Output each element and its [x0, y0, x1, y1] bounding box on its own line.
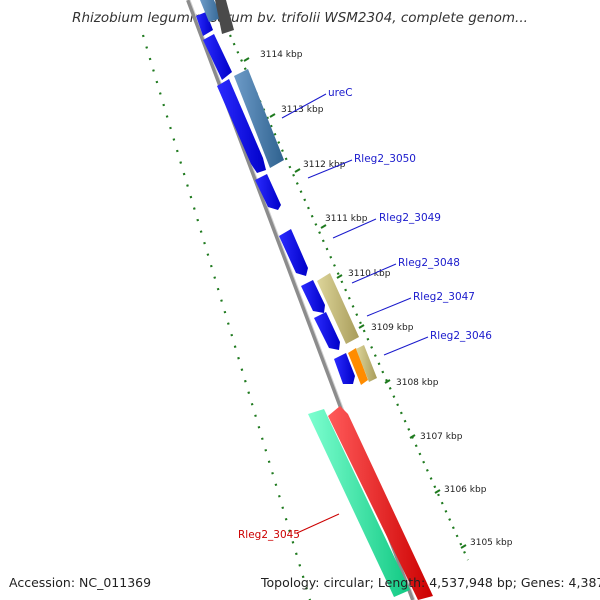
gene-arrow[interactable] — [255, 174, 281, 210]
tick-label: 3113 kbp — [281, 105, 324, 115]
gene-arrow[interactable] — [279, 229, 308, 276]
gene-labels: ureC Rleg2_3050 Rleg2_3049 Rleg2_3048 Rl… — [238, 87, 492, 541]
tick-label: 3108 kbp — [396, 378, 439, 388]
tick-label: 3114 kbp — [260, 50, 303, 60]
gene-arrow[interactable] — [334, 353, 355, 384]
topology-text: Topology: circular; Length: 4,537,948 bp… — [261, 575, 600, 590]
gene-steelblue-top[interactable] — [200, 0, 222, 22]
tick-label: 3109 kbp — [371, 323, 414, 333]
accession-text: Accession: NC_011369 — [9, 575, 152, 590]
gene-label-urec[interactable]: ureC — [328, 87, 353, 99]
tick-label: 3111 kbp — [325, 214, 368, 224]
gene-label-rleg2-3049[interactable]: Rleg2_3049 — [379, 212, 441, 224]
gene-arrow[interactable] — [196, 12, 213, 36]
gene-label-rleg2-3045[interactable]: Rleg2_3045 — [238, 529, 300, 541]
tick-label: 3110 kbp — [348, 269, 391, 279]
gene-label-rleg2-3046[interactable]: Rleg2_3046 — [430, 330, 492, 342]
genome-title: Rhizobium leguminosarum bv. trifolii WSM… — [72, 10, 528, 26]
scale-dotted-track — [228, 34, 470, 561]
gene-uree[interactable] — [234, 69, 284, 168]
gene-dark-top[interactable] — [215, 0, 234, 34]
tick-label: 3106 kbp — [444, 485, 487, 495]
tick-label: 3112 kbp — [303, 160, 346, 170]
outer-dotted-track — [141, 34, 312, 600]
gene-arrow[interactable] — [301, 280, 325, 313]
scale-tick-labels: 3114 kbp 3113 kbp 3112 kbp 3111 kbp 3110… — [260, 50, 513, 548]
outer-genes — [200, 0, 433, 600]
tick-label: 3105 kbp — [470, 538, 513, 548]
gene-orange[interactable] — [348, 348, 368, 385]
gene-khaki-small[interactable] — [356, 345, 377, 382]
gene-rleg2-3045-pair[interactable] — [308, 409, 410, 597]
tick-label: 3107 kbp — [420, 432, 463, 442]
gene-rleg2-3045[interactable] — [328, 406, 433, 600]
scale-ticks — [243, 57, 467, 549]
gene-arrow[interactable] — [203, 34, 232, 80]
forward-genes — [196, 12, 355, 384]
gene-khaki[interactable] — [317, 273, 359, 344]
gene-label-rleg2-3047[interactable]: Rleg2_3047 — [413, 291, 475, 303]
gene-leader-lines — [281, 93, 429, 534]
gene-arrow[interactable] — [217, 79, 266, 173]
gene-label-rleg2-3048[interactable]: Rleg2_3048 — [398, 257, 460, 269]
gene-arrow[interactable] — [314, 312, 340, 350]
gene-label-rleg2-3050[interactable]: Rleg2_3050 — [354, 153, 416, 165]
